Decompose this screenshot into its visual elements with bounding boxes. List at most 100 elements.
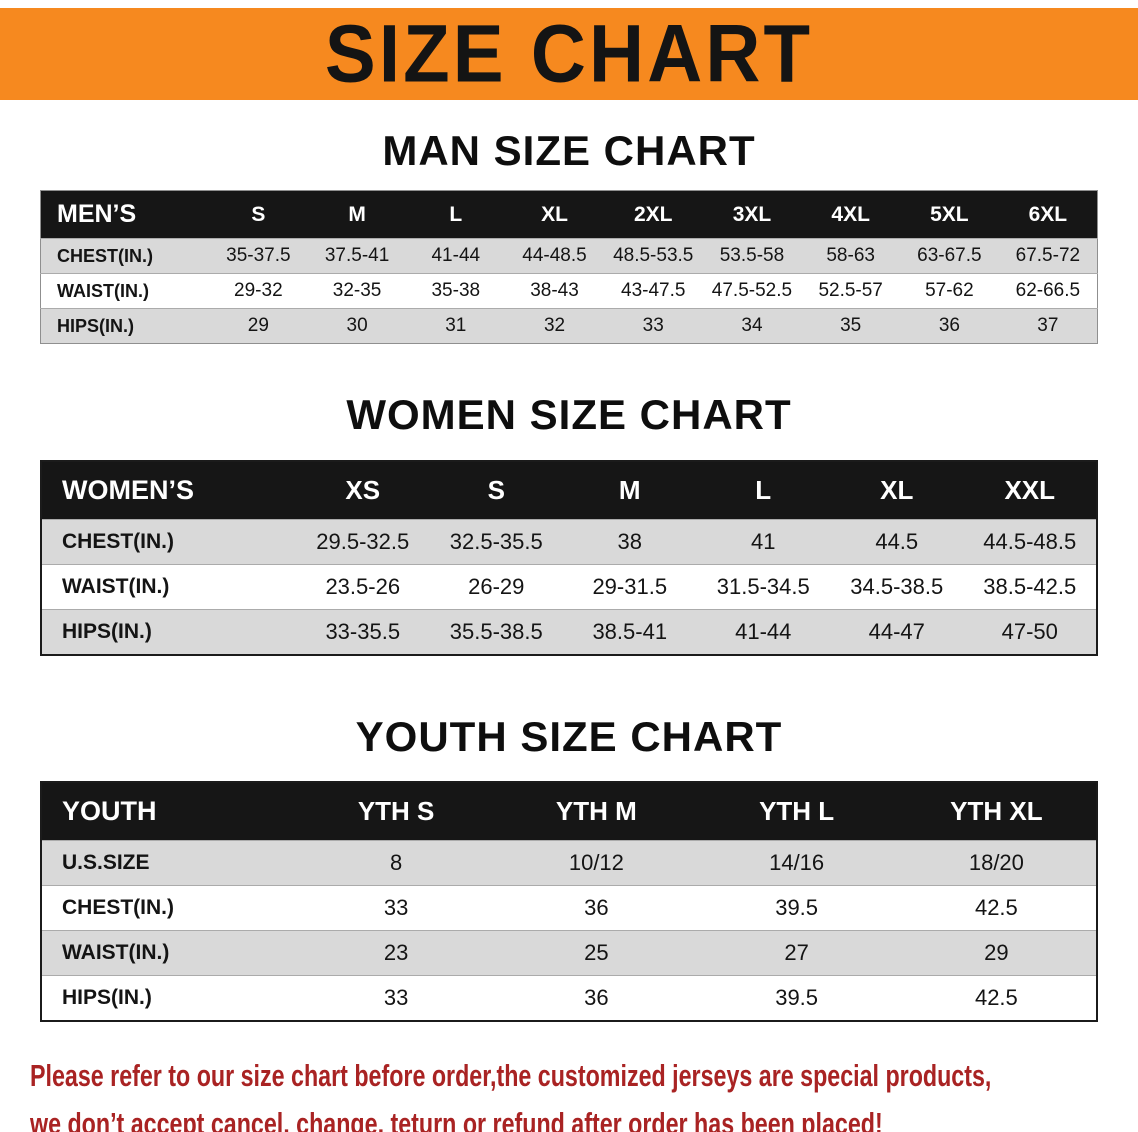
men-section-heading: MAN SIZE CHART [382, 127, 756, 174]
size-value-cell: 42.5 [896, 884, 1097, 931]
page-title: SIZE CHART [324, 7, 814, 100]
size-value-cell: 58-63 [801, 238, 901, 274]
size-value-cell: 47-50 [963, 609, 1097, 656]
size-value-cell: 32-35 [307, 273, 407, 309]
table-row: HIPS(IN.) 33-35.5 35.5-38.5 38.5-41 41-44 44-… [41, 609, 1097, 656]
size-column-header: L [406, 190, 506, 239]
size-column-header: YTH L [696, 781, 897, 841]
footer-notice: Please refer to our size chart before or… [30, 1052, 1138, 1132]
size-value-cell: 14/16 [696, 839, 897, 886]
size-value-cell: 42.5 [896, 974, 1097, 1021]
size-value-cell: 29 [896, 929, 1097, 976]
table-row: WAIST(IN.) 29-32 32-35 35-38 38-43 43-47.5 47.… [40, 273, 1098, 309]
size-value-cell: 34 [702, 308, 802, 344]
size-value-cell: 67.5-72 [998, 238, 1098, 274]
row-label-cell: HIPS(IN.) [41, 974, 296, 1021]
table-title-cell: YOUTH [41, 781, 296, 841]
size-value-cell: 44-47 [830, 609, 964, 656]
size-value-cell: 34.5-38.5 [830, 564, 964, 610]
size-value-cell: 33-35.5 [296, 609, 430, 656]
youth-size-table: YOUTH YTH S YTH M YTH L YTH XL U.S.SIZE 8 10/1… [40, 780, 1098, 1022]
size-column-header: 2XL [603, 190, 703, 239]
size-value-cell: 32.5-35.5 [429, 519, 563, 565]
size-value-cell: 31 [406, 308, 506, 344]
youth-table-body: U.S.SIZE 8 10/12 14/16 18/20 CHEST(IN.) 33 36 39… [41, 839, 1097, 1021]
size-column-header: XL [830, 461, 964, 520]
row-label-cell: HIPS(IN.) [40, 308, 209, 344]
size-value-cell: 38.5-41 [563, 609, 697, 656]
size-value-cell: 31.5-34.5 [696, 564, 830, 610]
row-label-cell: CHEST(IN.) [40, 238, 209, 274]
size-value-cell: 62-66.5 [998, 273, 1098, 309]
size-value-cell: 27 [696, 929, 897, 976]
row-label-cell: CHEST(IN.) [41, 884, 296, 931]
size-value-cell: 23.5-26 [296, 564, 430, 610]
size-value-cell: 38.5-42.5 [963, 564, 1097, 610]
women-table-header: WOMEN’S XS S M L XL XXL [41, 461, 1097, 520]
size-value-cell: 57-62 [900, 273, 999, 309]
size-value-cell: 35-37.5 [209, 238, 308, 274]
notice-line-2: we don’t accept cancel, change, teturn o… [30, 1105, 883, 1132]
size-column-header: 6XL [998, 190, 1098, 239]
youth-section-heading: YOUTH SIZE CHART [355, 713, 783, 761]
size-value-cell: 35 [801, 308, 901, 344]
size-column-header: YTH XL [896, 781, 1097, 841]
row-label-cell: WAIST(IN.) [41, 564, 296, 610]
row-label-cell: U.S.SIZE [41, 839, 296, 886]
size-value-cell: 37.5-41 [307, 238, 407, 274]
table-row: HIPS(IN.) 33 36 39.5 42.5 [41, 974, 1097, 1021]
size-column-header: XXL [963, 461, 1097, 520]
size-value-cell: 53.5-58 [702, 238, 802, 274]
size-column-header: 4XL [801, 190, 901, 239]
size-column-header: XS [296, 461, 430, 520]
size-value-cell: 29-31.5 [563, 564, 697, 610]
size-value-cell: 26-29 [429, 564, 563, 610]
row-label-cell: WAIST(IN.) [40, 273, 209, 309]
size-value-cell: 32 [505, 308, 604, 344]
table-row: CHEST(IN.) 33 36 39.5 42.5 [41, 884, 1097, 931]
table-header-row: YOUTH YTH S YTH M YTH L YTH XL [41, 781, 1097, 841]
size-column-header: 3XL [702, 190, 802, 239]
size-value-cell: 47.5-52.5 [702, 273, 802, 309]
size-value-cell: 44.5 [830, 519, 964, 565]
size-value-cell: 36 [496, 974, 697, 1021]
size-value-cell: 29 [209, 308, 308, 344]
size-value-cell: 10/12 [496, 839, 697, 886]
size-value-cell: 33 [296, 974, 497, 1021]
size-value-cell: 25 [496, 929, 697, 976]
row-label-cell: CHEST(IN.) [41, 519, 296, 565]
women-size-section: WOMEN SIZE CHART WOMEN’S XS S M L XL XXL CHEST… [0, 391, 1138, 657]
men-table-body: CHEST(IN.) 35-37.5 37.5-41 41-44 44-48.5 48.5… [40, 238, 1098, 344]
table-row: CHEST(IN.) 29.5-32.5 32.5-35.5 38 41 44.5 44.5… [41, 519, 1097, 565]
size-column-header: YTH S [296, 781, 497, 841]
table-title-cell: MEN’S [40, 190, 209, 239]
size-value-cell: 39.5 [696, 974, 897, 1021]
size-column-header: YTH M [496, 781, 697, 841]
table-title-cell: WOMEN’S [41, 461, 296, 520]
men-size-table: MEN’S S M L XL 2XL 3XL 4XL 5XL 6XL CHEST(IN.) 35-3… [40, 190, 1098, 345]
size-value-cell: 29-32 [209, 273, 308, 309]
table-row: WAIST(IN.) 23 25 27 29 [41, 929, 1097, 976]
size-value-cell: 35-38 [406, 273, 506, 309]
size-value-cell: 29.5-32.5 [296, 519, 430, 565]
size-value-cell: 37 [998, 308, 1098, 344]
size-value-cell: 44.5-48.5 [963, 519, 1097, 565]
size-value-cell: 41 [696, 519, 830, 565]
size-value-cell: 63-67.5 [900, 238, 999, 274]
size-value-cell: 44-48.5 [505, 238, 604, 274]
size-value-cell: 33 [296, 884, 497, 931]
men-table-header: MEN’S S M L XL 2XL 3XL 4XL 5XL 6XL [40, 190, 1098, 239]
size-value-cell: 35.5-38.5 [429, 609, 563, 656]
size-column-header: M [307, 190, 407, 239]
size-column-header: L [696, 461, 830, 520]
women-table-body: CHEST(IN.) 29.5-32.5 32.5-35.5 38 41 44.5 44.5… [41, 519, 1097, 656]
row-label-cell: HIPS(IN.) [41, 609, 296, 656]
table-row: U.S.SIZE 8 10/12 14/16 18/20 [41, 839, 1097, 886]
size-column-header: XL [505, 190, 604, 239]
size-column-header: 5XL [900, 190, 999, 239]
size-value-cell: 52.5-57 [801, 273, 901, 309]
size-value-cell: 41-44 [406, 238, 506, 274]
size-value-cell: 8 [296, 839, 497, 886]
size-value-cell: 36 [900, 308, 999, 344]
